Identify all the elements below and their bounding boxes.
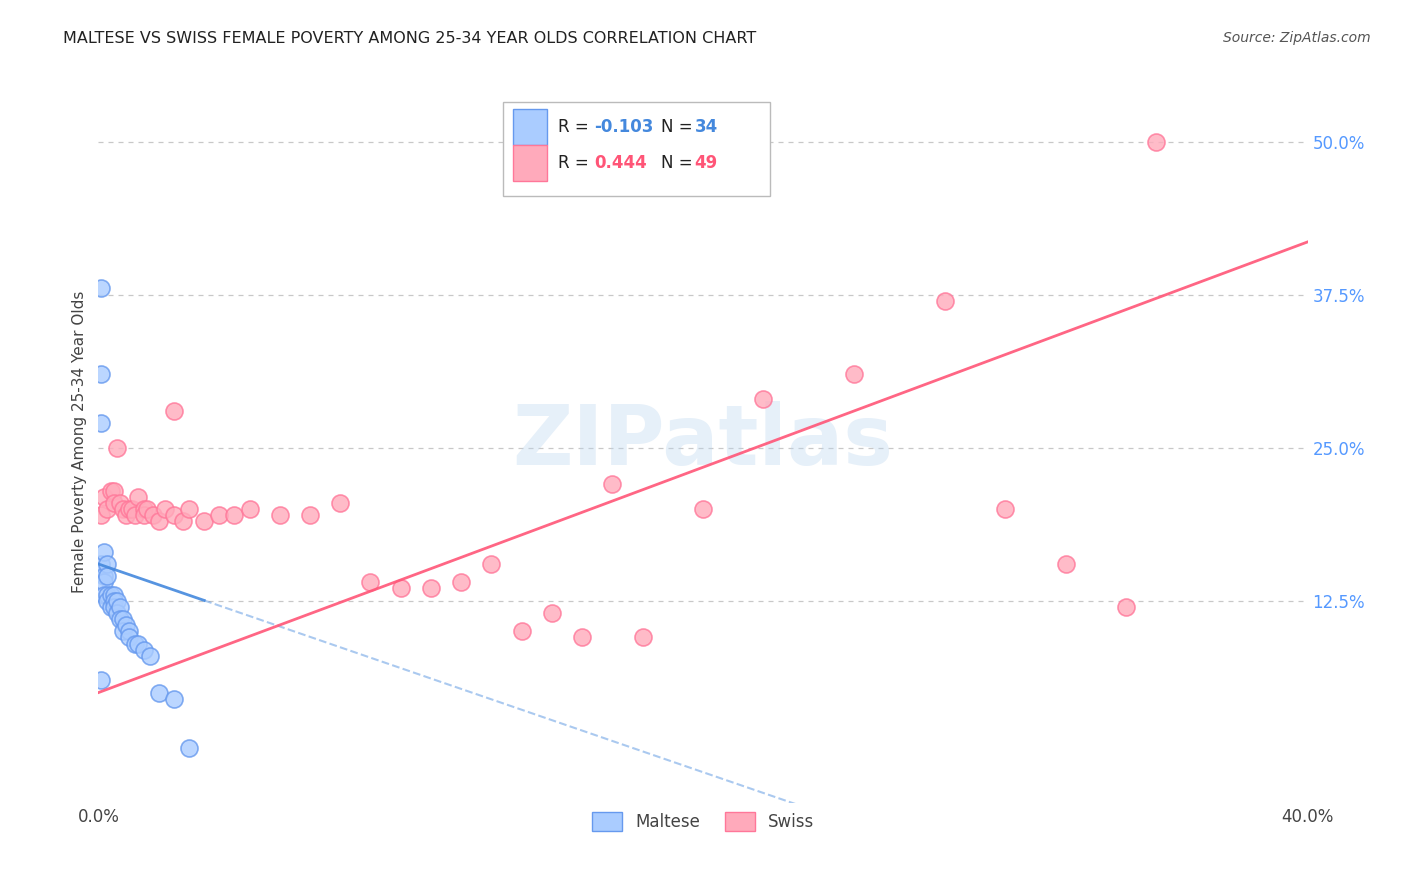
Point — [179, 502, 201, 516]
Point — [111, 502, 134, 516]
Point — [631, 631, 654, 645]
Point — [93, 545, 115, 559]
Point — [96, 557, 118, 571]
Point — [90, 673, 112, 688]
Point — [121, 502, 143, 516]
Point — [420, 582, 443, 596]
Point — [111, 612, 134, 626]
Point — [90, 508, 112, 522]
Point — [934, 293, 956, 308]
Point — [752, 392, 775, 406]
Point — [692, 502, 714, 516]
Point — [96, 593, 118, 607]
Point — [90, 557, 112, 571]
Point — [224, 508, 246, 522]
Point — [208, 508, 231, 522]
Point — [111, 624, 134, 639]
Point — [450, 575, 472, 590]
Point — [114, 618, 136, 632]
FancyBboxPatch shape — [513, 145, 547, 181]
Point — [481, 557, 503, 571]
Point — [163, 404, 186, 418]
Point — [299, 508, 322, 522]
Point — [124, 637, 146, 651]
Point — [93, 588, 115, 602]
Point — [105, 593, 128, 607]
Point — [103, 599, 125, 614]
Text: ZIPatlas: ZIPatlas — [513, 401, 893, 482]
Point — [329, 496, 352, 510]
Point — [148, 685, 170, 699]
Text: Source: ZipAtlas.com: Source: ZipAtlas.com — [1223, 31, 1371, 45]
Point — [510, 624, 533, 639]
Legend: Maltese, Swiss: Maltese, Swiss — [585, 805, 821, 838]
Point — [360, 575, 382, 590]
Text: 49: 49 — [695, 154, 718, 172]
Point — [389, 582, 412, 596]
Point — [108, 496, 131, 510]
Point — [135, 502, 157, 516]
Point — [193, 514, 215, 528]
Point — [103, 483, 125, 498]
Point — [103, 496, 125, 510]
Point — [571, 631, 593, 645]
Point — [148, 514, 170, 528]
FancyBboxPatch shape — [503, 102, 769, 196]
Point — [90, 367, 112, 381]
Point — [602, 477, 624, 491]
Point — [103, 593, 125, 607]
Text: R =: R = — [558, 154, 593, 172]
Text: 0.444: 0.444 — [595, 154, 647, 172]
Point — [1115, 599, 1137, 614]
Point — [269, 508, 291, 522]
Point — [1054, 557, 1077, 571]
Point — [118, 502, 141, 516]
Point — [108, 612, 131, 626]
Text: N =: N = — [661, 119, 697, 136]
Point — [103, 588, 125, 602]
Point — [132, 502, 155, 516]
Point — [93, 490, 115, 504]
Point — [142, 508, 165, 522]
Text: MALTESE VS SWISS FEMALE POVERTY AMONG 25-34 YEAR OLDS CORRELATION CHART: MALTESE VS SWISS FEMALE POVERTY AMONG 25… — [63, 31, 756, 46]
Point — [1144, 135, 1167, 149]
Point — [93, 569, 115, 583]
Text: -0.103: -0.103 — [595, 119, 654, 136]
FancyBboxPatch shape — [513, 109, 547, 145]
Text: R =: R = — [558, 119, 593, 136]
Point — [96, 588, 118, 602]
Point — [163, 691, 186, 706]
Point — [179, 740, 201, 755]
Point — [100, 599, 122, 614]
Point — [114, 508, 136, 522]
Point — [163, 508, 186, 522]
Point — [132, 508, 155, 522]
Point — [100, 483, 122, 498]
Point — [100, 588, 122, 602]
Point — [90, 416, 112, 430]
Point — [127, 637, 149, 651]
Point — [172, 514, 194, 528]
Point — [96, 502, 118, 516]
Point — [127, 490, 149, 504]
Text: 34: 34 — [695, 119, 718, 136]
Point — [139, 648, 162, 663]
Text: N =: N = — [661, 154, 697, 172]
Point — [239, 502, 262, 516]
Point — [844, 367, 866, 381]
Point — [540, 606, 562, 620]
Point — [118, 624, 141, 639]
Point — [108, 599, 131, 614]
Point — [105, 441, 128, 455]
Point — [132, 642, 155, 657]
Point — [118, 631, 141, 645]
Point — [105, 606, 128, 620]
Point — [124, 508, 146, 522]
Point — [96, 569, 118, 583]
Point — [153, 502, 176, 516]
Point — [93, 575, 115, 590]
Y-axis label: Female Poverty Among 25-34 Year Olds: Female Poverty Among 25-34 Year Olds — [72, 291, 87, 592]
Point — [90, 281, 112, 295]
Point — [994, 502, 1017, 516]
